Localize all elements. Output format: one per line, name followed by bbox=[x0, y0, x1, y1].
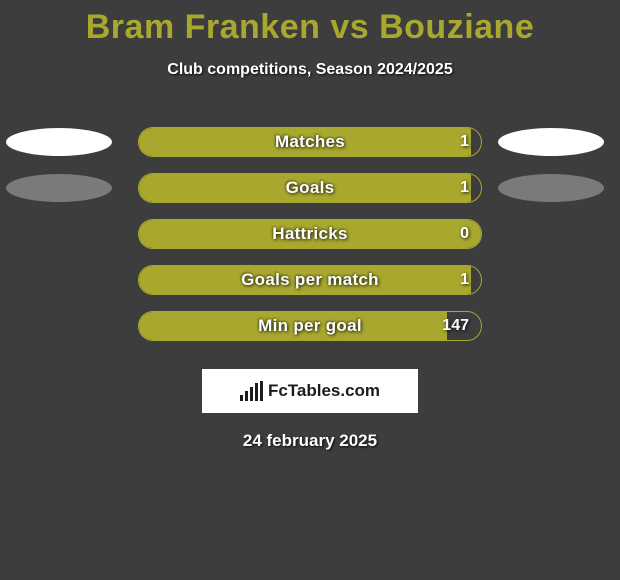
date-text: 24 february 2025 bbox=[0, 431, 620, 451]
barchart-icon bbox=[240, 381, 263, 401]
stat-row: Goals per match1 bbox=[0, 257, 620, 303]
stat-value-right: 1 bbox=[460, 179, 469, 197]
stat-label: Goals bbox=[139, 178, 481, 198]
page-title: Bram Franken vs Bouziane bbox=[0, 0, 620, 47]
stat-bar: Goals1 bbox=[138, 173, 482, 203]
ellipse-icon bbox=[498, 174, 604, 202]
stat-label: Min per goal bbox=[139, 316, 481, 336]
stats-container: Matches1Goals1Hattricks0Goals per match1… bbox=[0, 119, 620, 349]
stat-bar: Matches1 bbox=[138, 127, 482, 157]
stat-label: Matches bbox=[139, 132, 481, 152]
stat-bar: Min per goal147 bbox=[138, 311, 482, 341]
ellipse-icon bbox=[6, 174, 112, 202]
stat-bar: Goals per match1 bbox=[138, 265, 482, 295]
stat-row: Matches1 bbox=[0, 119, 620, 165]
page-subtitle: Club competitions, Season 2024/2025 bbox=[0, 61, 620, 79]
stat-row: Goals1 bbox=[0, 165, 620, 211]
footer-brand-text: FcTables.com bbox=[268, 381, 380, 401]
ellipse-icon bbox=[6, 128, 112, 156]
stat-row: Hattricks0 bbox=[0, 211, 620, 257]
stat-label: Hattricks bbox=[139, 224, 481, 244]
ellipse-icon bbox=[498, 128, 604, 156]
stat-value-right: 147 bbox=[442, 317, 469, 335]
stat-label: Goals per match bbox=[139, 270, 481, 290]
stat-value-right: 1 bbox=[460, 133, 469, 151]
stat-bar: Hattricks0 bbox=[138, 219, 482, 249]
stat-value-right: 0 bbox=[460, 225, 469, 243]
stat-value-right: 1 bbox=[460, 271, 469, 289]
stat-row: Min per goal147 bbox=[0, 303, 620, 349]
footer-attribution: FcTables.com bbox=[202, 369, 418, 413]
